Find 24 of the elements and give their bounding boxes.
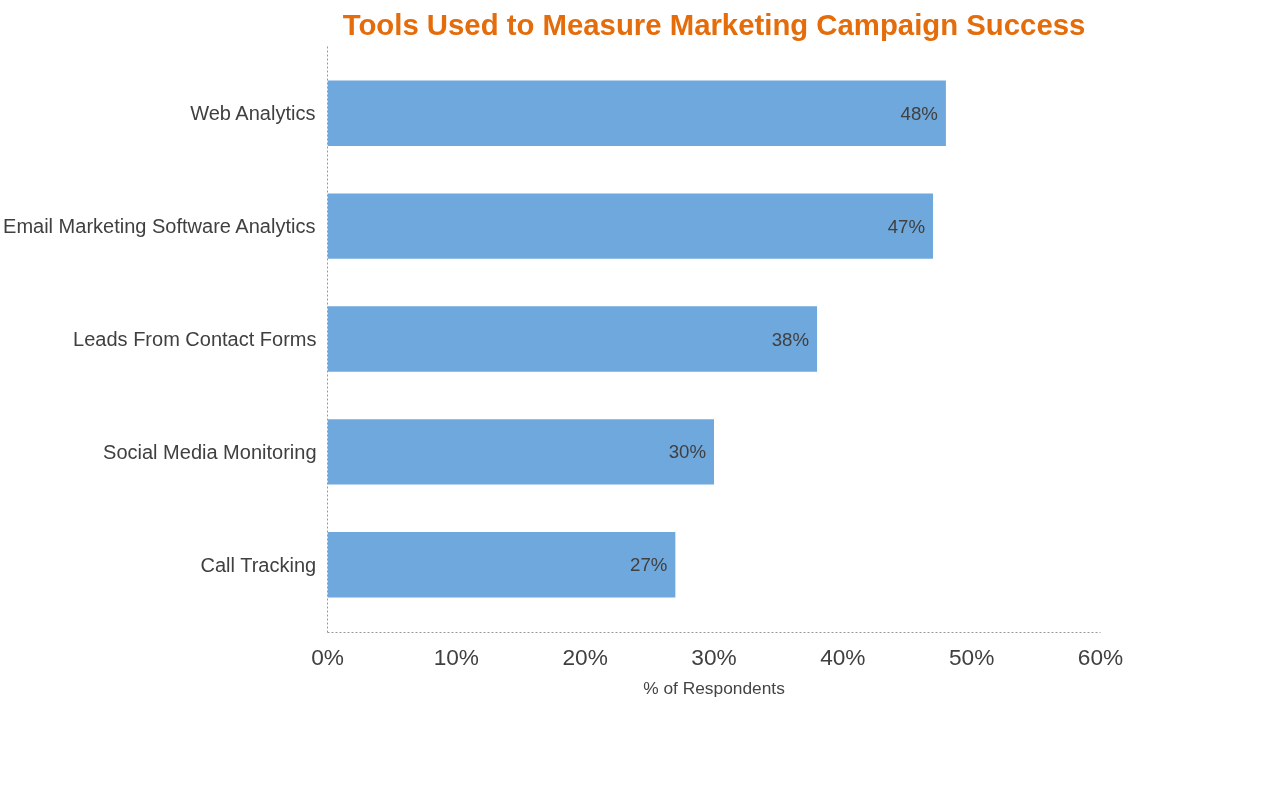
- data-label: 48%: [900, 102, 938, 124]
- bar: [327, 419, 714, 485]
- x-tick-label: 50%: [948, 643, 995, 670]
- bar: [327, 532, 676, 598]
- data-label: 30%: [668, 441, 706, 463]
- x-tick-label: 0%: [311, 643, 344, 670]
- x-tick-label: 20%: [562, 643, 608, 670]
- x-tick-label: 30%: [691, 643, 737, 670]
- x-tick-label: 60%: [1077, 643, 1124, 670]
- y-tick-label: Email Marketing Software Analytics: [3, 215, 316, 238]
- bar: [327, 80, 946, 146]
- x-axis-title: % of Respondents: [643, 677, 786, 698]
- data-label: 27%: [630, 554, 668, 576]
- y-tick-label: Call Tracking: [200, 553, 317, 576]
- data-label: 47%: [887, 215, 926, 237]
- y-tick-label: Social Media Monitoring: [103, 440, 317, 463]
- y-tick-label: Web Analytics: [190, 102, 316, 125]
- x-tick-label: 10%: [433, 643, 480, 670]
- y-tick-label: Leads From Contact Forms: [73, 328, 317, 350]
- x-tick-label: 40%: [820, 643, 866, 670]
- data-label: 38%: [771, 328, 810, 350]
- bar: [327, 193, 934, 259]
- bar: [327, 306, 818, 372]
- chart-title: Tools Used to Measure Marketing Campaign Success: [342, 7, 1086, 41]
